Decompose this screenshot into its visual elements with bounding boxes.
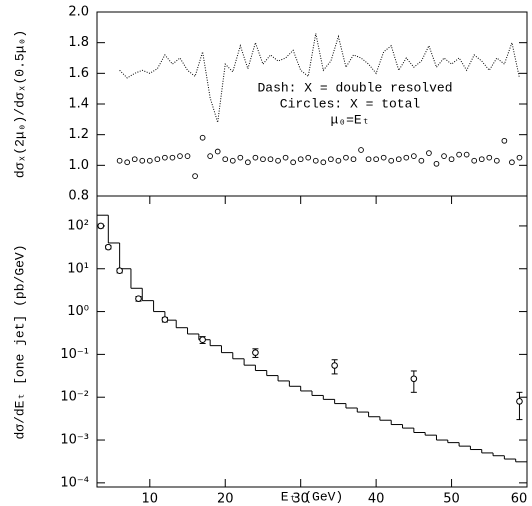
y-tick-label: 1.4	[68, 97, 89, 112]
plot-frame	[96, 11, 528, 488]
data-point	[184, 153, 191, 159]
data-point	[229, 157, 236, 164]
x-tick-label: 50	[443, 492, 460, 506]
data-point	[297, 156, 304, 163]
y-tick-label: 2.0	[68, 5, 89, 20]
data-point	[116, 267, 123, 275]
data-point	[282, 154, 289, 161]
x-tick-label: 40	[368, 492, 385, 506]
data-point	[320, 159, 327, 166]
y-tick-label: 1.0	[68, 158, 89, 173]
data-point	[275, 157, 281, 164]
y-tick-label: 10²	[67, 218, 89, 233]
y-axis-label: dσₓ(2μ₀)/dσₓ(0.5μ₀)	[12, 30, 27, 178]
data-point	[260, 156, 266, 163]
data-point	[426, 150, 432, 156]
y-axis-label: dσ/dEₜ [one jet] (pb/GeV)	[12, 244, 27, 439]
data-point	[493, 157, 500, 164]
y-tick-label: 10⁰	[67, 304, 89, 319]
data-point	[139, 157, 146, 164]
data-point	[343, 154, 349, 161]
y-tick-label: 1.8	[68, 35, 89, 50]
data-point	[395, 156, 402, 163]
y-tick-label: 10⁻²	[60, 390, 89, 405]
y-tick-label: 10¹	[67, 261, 89, 276]
data-point	[177, 153, 183, 159]
data-point	[350, 156, 357, 163]
data-point	[252, 154, 259, 161]
data-point	[501, 137, 508, 144]
annotation: Circles: X = total	[280, 96, 421, 111]
data-point	[162, 154, 168, 161]
data-point	[199, 134, 206, 141]
data-point	[199, 336, 206, 344]
x-tick-label: 30	[292, 492, 309, 506]
data-point	[116, 157, 123, 164]
data-point	[305, 154, 312, 161]
data-point	[312, 157, 319, 164]
x-tick-label: 10	[142, 492, 159, 506]
data-point	[214, 148, 221, 155]
data-point	[154, 156, 161, 163]
data-point	[509, 159, 515, 166]
y-tick-label: 10⁻⁴	[60, 475, 89, 490]
data-point	[478, 156, 485, 163]
data-point	[388, 157, 395, 164]
data-point	[410, 375, 418, 383]
data-point	[135, 295, 142, 302]
data-point	[328, 156, 334, 163]
data-point	[433, 160, 440, 167]
data-point	[222, 156, 229, 163]
data-point	[290, 159, 296, 166]
data-point	[146, 157, 153, 164]
data-point	[245, 159, 251, 166]
data-point	[410, 153, 417, 159]
x-axis-label: Eₜ (GeV)	[281, 489, 343, 504]
y-tick-label: 10⁻³	[60, 433, 89, 448]
y-tick-label: 10⁻¹	[60, 347, 89, 362]
data-point	[237, 154, 244, 161]
data-point	[456, 151, 462, 158]
data-point	[441, 153, 447, 159]
data-point	[124, 159, 131, 166]
data-point	[516, 398, 523, 405]
data-point	[192, 173, 198, 179]
data-point	[207, 153, 214, 159]
x-tick-label: 60	[511, 492, 528, 506]
data-point	[516, 154, 523, 161]
data-point	[486, 154, 493, 161]
data-point	[471, 157, 478, 164]
data-point	[448, 156, 455, 163]
x-tick-label: 20	[217, 492, 234, 506]
data-point	[418, 157, 425, 164]
data-point	[161, 316, 169, 323]
data-point	[97, 222, 105, 230]
y-tick-label: 1.6	[68, 66, 89, 81]
data-point	[403, 154, 410, 161]
data-point	[331, 362, 338, 369]
data-point	[169, 154, 176, 161]
data-point	[463, 151, 470, 158]
data-point	[131, 156, 138, 163]
y-tick-label: 1.2	[68, 127, 89, 142]
data-line	[119, 33, 520, 123]
data-point	[335, 157, 342, 164]
data-point	[105, 243, 112, 251]
data-point	[373, 156, 379, 163]
y-tick-label: 0.8	[68, 189, 89, 204]
data-point	[380, 154, 387, 161]
data-point	[252, 349, 259, 356]
annotation: μ₀=Eₜ	[330, 112, 369, 127]
data-point	[365, 156, 372, 163]
annotation: Dash: X = double resolved	[257, 80, 452, 95]
data-point	[267, 156, 274, 163]
data-point	[358, 147, 364, 153]
